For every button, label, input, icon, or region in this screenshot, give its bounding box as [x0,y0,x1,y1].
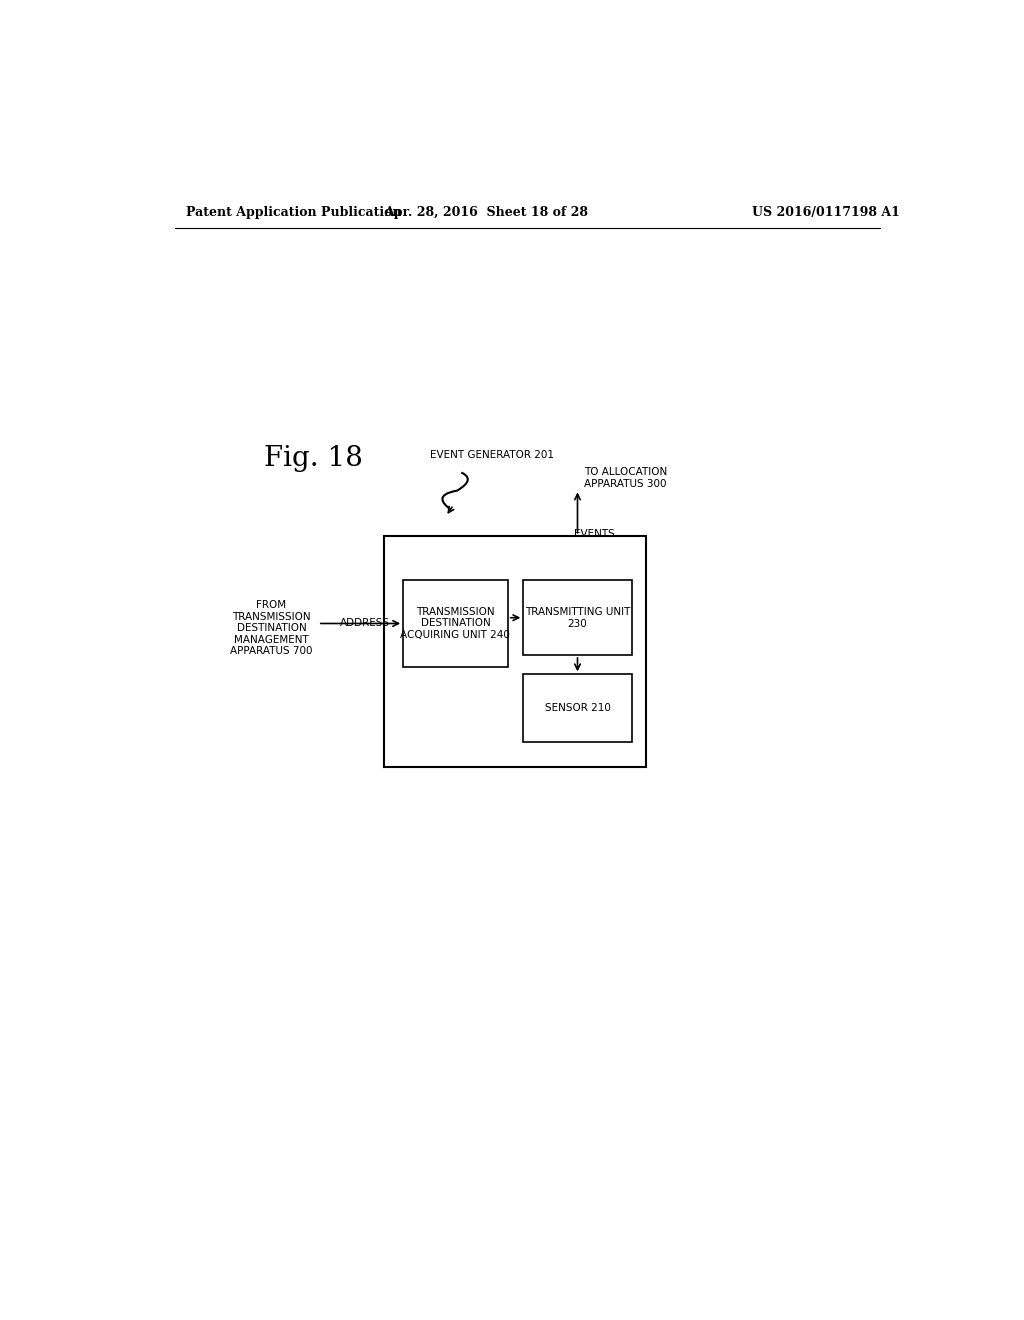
Text: ADDRESS: ADDRESS [340,619,390,628]
Text: TRANSMITTING UNIT
230: TRANSMITTING UNIT 230 [525,607,630,628]
Bar [523,581,632,655]
Bar [403,581,508,667]
Text: EVENTS: EVENTS [573,529,614,539]
Text: Patent Application Publication: Patent Application Publication [186,206,401,219]
Text: Fig. 18: Fig. 18 [263,445,362,473]
Text: EVENT GENERATOR 201: EVENT GENERATOR 201 [430,450,554,459]
Text: TO ALLOCATION
APPARATUS 300: TO ALLOCATION APPARATUS 300 [584,467,667,488]
Text: SENSOR 210: SENSOR 210 [545,704,610,713]
Bar [384,536,646,767]
Text: Apr. 28, 2016  Sheet 18 of 28: Apr. 28, 2016 Sheet 18 of 28 [384,206,588,219]
Text: FROM
TRANSMISSION
DESTINATION
MANAGEMENT
APPARATUS 700: FROM TRANSMISSION DESTINATION MANAGEMENT… [230,599,312,656]
Text: US 2016/0117198 A1: US 2016/0117198 A1 [752,206,899,219]
Text: TRANSMISSION
DESTINATION
ACQUIRING UNIT 240: TRANSMISSION DESTINATION ACQUIRING UNIT … [400,607,510,640]
Bar [523,675,632,742]
